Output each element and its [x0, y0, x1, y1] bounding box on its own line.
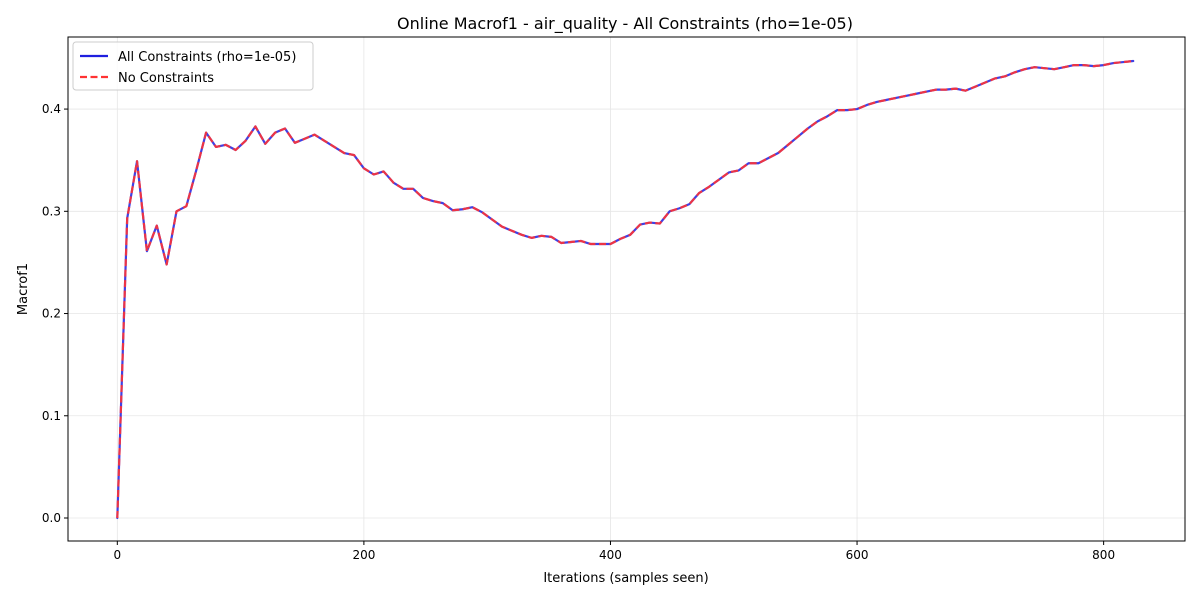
y-tick-label: 0.2 [42, 307, 61, 321]
legend-box [72, 41, 314, 91]
x-tick-label: 400 [599, 548, 622, 562]
y-tick-label: 0.4 [42, 102, 61, 116]
x-tick-label: 0 [113, 548, 121, 562]
legend: All Constraints (rho=1e-05) No Constrain… [72, 41, 314, 91]
x-tick-label: 800 [1092, 548, 1115, 562]
y-tick-label: 0.0 [42, 511, 61, 525]
x-tick-label: 200 [352, 548, 375, 562]
y-tick-label: 0.1 [42, 409, 61, 423]
x-tick-label: 600 [846, 548, 869, 562]
x-axis-title: Iterations (samples seen) [543, 571, 708, 586]
legend-label-all-constraints: All Constraints (rho=1e-05) [118, 50, 296, 65]
chart-title: Online Macrof1 - air_quality - All Const… [397, 14, 853, 34]
legend-label-no-constraints: No Constraints [118, 71, 214, 86]
series-line-no-constraints [116, 59, 1134, 519]
y-axis-title: Macrof1 [16, 263, 31, 315]
grid [68, 37, 1185, 541]
y-tick-label: 0.3 [42, 204, 61, 218]
series-lines [116, 59, 1135, 520]
axis-ticks: 0 200 400 600 800 0.0 0.1 0.2 0.3 0.4 [42, 102, 1115, 562]
plot-frame [67, 36, 1186, 542]
